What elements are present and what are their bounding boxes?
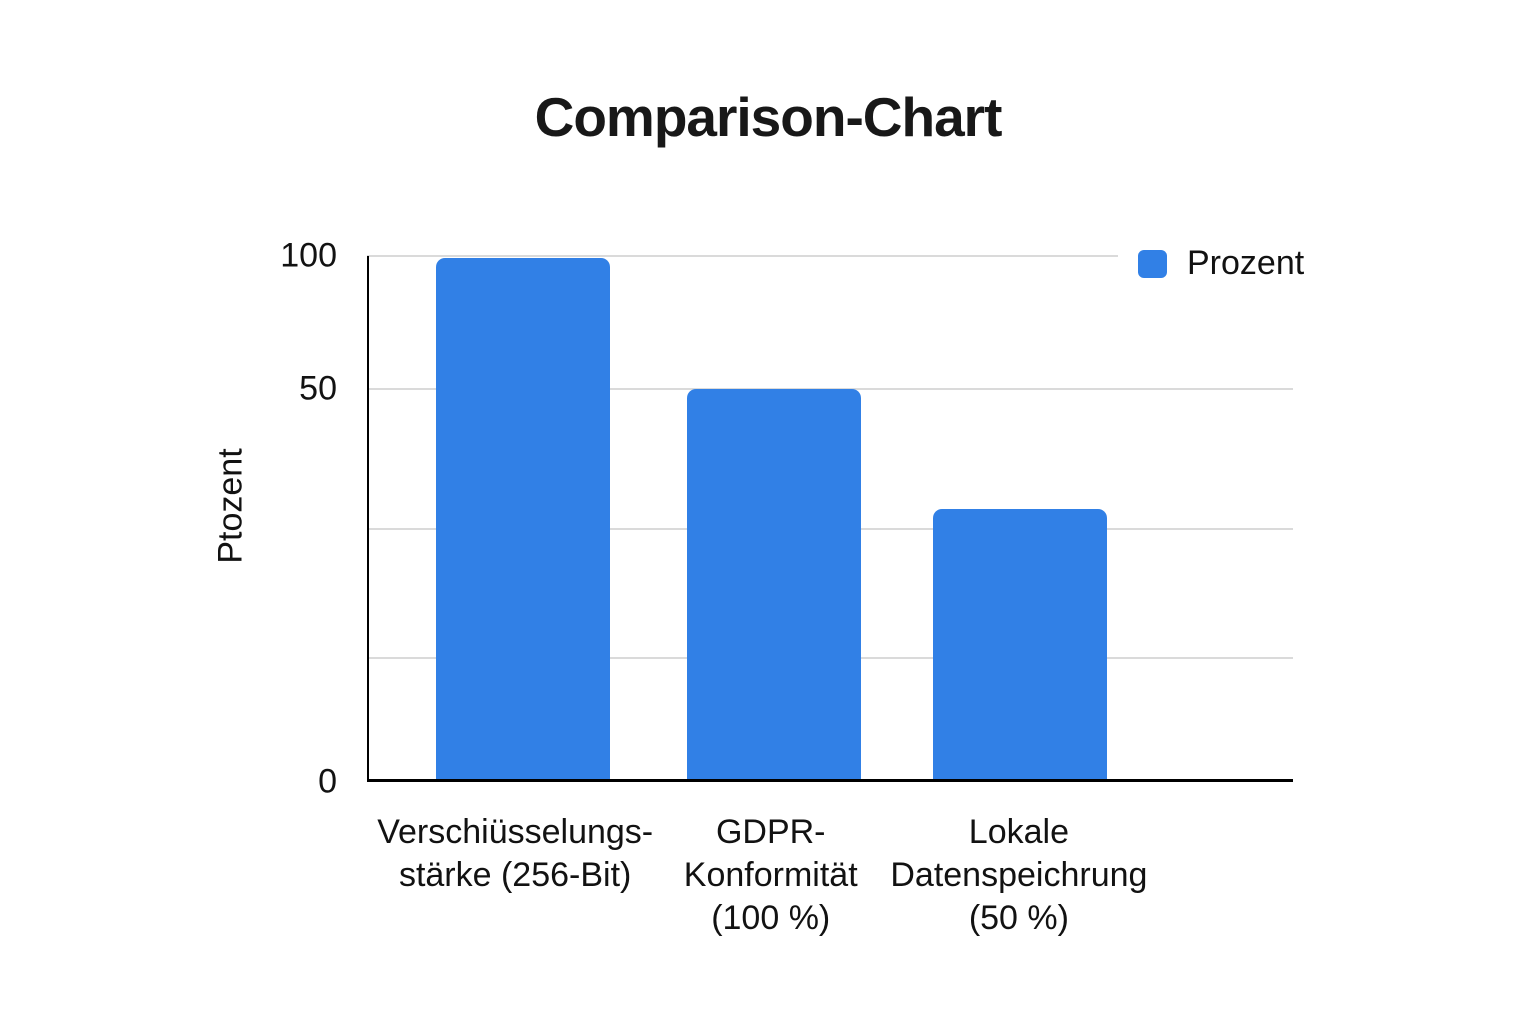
x-category-labels: Verschiüsselungs-stärke (256-Bit) GDPR- Ko… — [367, 811, 1293, 951]
x-category-label: Verschiüsselungs-stärke (256-Bit) — [377, 811, 653, 897]
x-category-label: GDPR- Konformität (100 %) — [684, 811, 858, 940]
x-axis-line — [367, 779, 1293, 782]
bar-3 — [932, 509, 1108, 782]
y-ticks: 100 50 0 — [150, 237, 337, 801]
x-category-label: Lokale Datenspeichrung (50 %) — [890, 811, 1147, 940]
plot-area — [367, 255, 1293, 782]
x-category-label-line: stärke (256-Bit) — [398, 856, 632, 894]
gridline — [367, 255, 1118, 257]
x-category-label-line: Konformität — [683, 856, 858, 894]
x-category-label-line: Datenspeichrung — [890, 856, 1148, 894]
chart-title: Comparison-Chart — [534, 86, 1003, 148]
x-category-label-line: Verschiüsselungs- — [377, 813, 654, 851]
y-axis-line — [367, 256, 369, 782]
gridline — [367, 387, 1293, 390]
x-category-label-line: (100 %) — [711, 899, 831, 937]
legend: Prozent — [1120, 240, 1319, 287]
y-tick-label: 0 — [318, 762, 337, 801]
x-category-label-line: GDPR- — [715, 813, 826, 851]
bars — [367, 256, 1293, 782]
bar-1 — [435, 258, 611, 782]
x-category-label-line: (50 %) — [968, 899, 1069, 937]
y-tick-label: 100 — [280, 236, 337, 275]
x-category-label-line: Lokale — [968, 813, 1069, 851]
bar-2 — [687, 389, 862, 782]
legend-label: Prozent — [1187, 244, 1305, 282]
y-tick-label: 50 — [299, 369, 337, 408]
legend-swatch-icon — [1138, 249, 1167, 278]
y-axis-title: Ptozent — [211, 448, 250, 564]
